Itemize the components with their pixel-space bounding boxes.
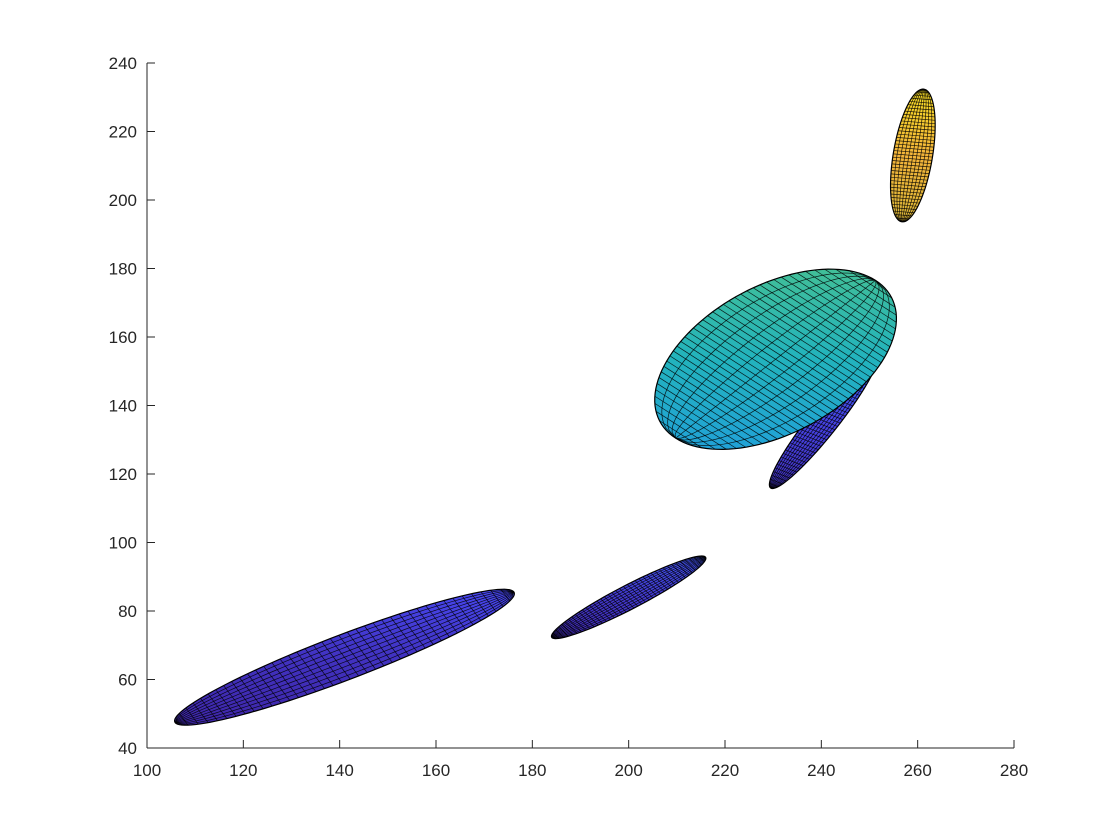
mesh-line: [901, 88, 924, 222]
x-tick-label: 100: [133, 761, 161, 780]
mesh-line: [174, 591, 514, 723]
mesh-line: [901, 89, 925, 223]
mesh-line: [551, 556, 706, 638]
mesh-line: [174, 591, 514, 723]
mesh-line: [175, 591, 515, 724]
mesh-line: [675, 280, 880, 441]
mesh-line: [551, 556, 706, 639]
y-tick-label: 140: [109, 397, 137, 416]
x-tick-label: 260: [903, 761, 931, 780]
mesh-line: [902, 88, 927, 223]
mesh-line: [902, 88, 933, 223]
x-tick-label: 280: [1000, 761, 1028, 780]
mesh-line: [551, 556, 706, 639]
mesh-line: [896, 88, 924, 223]
mesh-line: [893, 88, 924, 223]
mesh-line: [551, 556, 706, 638]
ellipsoid-1: [173, 588, 515, 726]
y-axis-ticks: 40 60 80 100 120 140 160 180 200 220 240: [109, 54, 155, 758]
y-tick-label: 160: [109, 328, 137, 347]
y-tick-label: 200: [109, 191, 137, 210]
ellipsoid-4: [654, 268, 898, 450]
y-tick-label: 240: [109, 54, 137, 73]
y-tick-label: 60: [118, 671, 137, 690]
mesh-line: [174, 589, 514, 723]
mesh-line: [175, 591, 515, 723]
mesh-line: [551, 556, 706, 638]
mesh-line: [902, 88, 930, 223]
x-tick-label: 160: [422, 761, 450, 780]
mesh-line: [175, 591, 514, 723]
mesh-line: [901, 89, 924, 222]
mesh-line: [675, 280, 876, 439]
mesh-line: [674, 280, 876, 439]
mesh-line: [551, 556, 706, 638]
x-axis-ticks: 100 120 140 160 180 200 220 240 260 280: [133, 740, 1028, 780]
mesh-line: [675, 280, 877, 439]
y-tick-label: 40: [118, 739, 137, 758]
mesh-line: [551, 556, 706, 638]
mesh-line: [661, 272, 876, 439]
y-tick-label: 180: [109, 260, 137, 279]
mesh-line: [675, 280, 890, 446]
mesh-line: [551, 556, 706, 638]
y-tick-label: 120: [109, 465, 137, 484]
mesh-line: [675, 280, 884, 443]
y-tick-label: 80: [118, 602, 137, 621]
y-tick-label: 100: [109, 534, 137, 553]
x-tick-label: 120: [229, 761, 257, 780]
x-tick-label: 140: [325, 761, 353, 780]
mesh-line: [174, 590, 514, 723]
mesh-line: [175, 591, 515, 725]
mesh-line: [667, 275, 876, 439]
ellipsoid-2: [550, 555, 707, 640]
ellipsoid-surfaces: [173, 88, 936, 726]
mesh-line: [671, 278, 876, 439]
x-tick-label: 240: [807, 761, 835, 780]
x-tick-label: 220: [711, 761, 739, 780]
x-tick-label: 180: [518, 761, 546, 780]
mesh-line: [175, 591, 514, 723]
ellipsoid-5: [889, 88, 936, 223]
mesh-line: [899, 88, 924, 223]
x-tick-label: 200: [614, 761, 642, 780]
axes: 100 120 140 160 180 200 220 240 260 280 40 60 80 100…: [109, 54, 1029, 780]
y-tick-label: 220: [109, 123, 137, 142]
mesh-line: [551, 556, 706, 638]
